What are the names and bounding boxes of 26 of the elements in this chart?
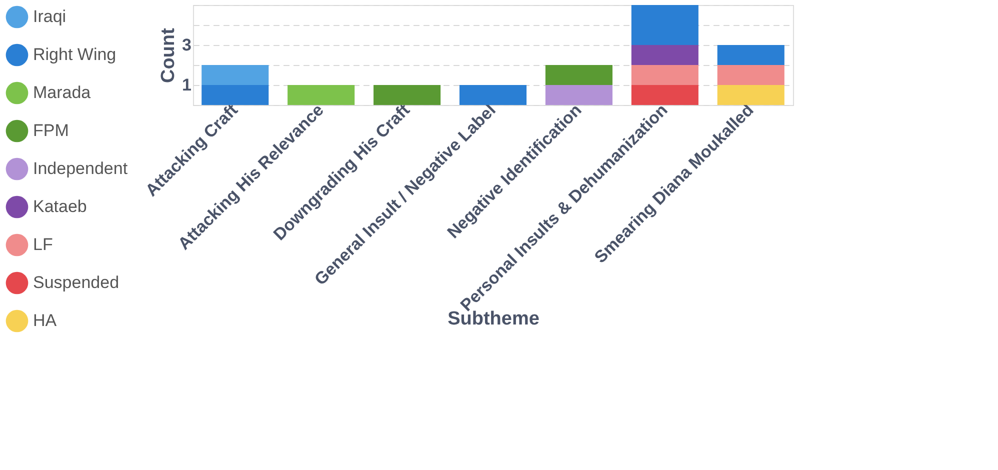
legend-label: Iraqi (33, 7, 66, 26)
bar (631, 45, 698, 65)
y-tick-label: 1 (182, 76, 192, 94)
legend-label: LF (33, 235, 53, 254)
legend-label: Marada (33, 83, 92, 102)
legend-label: Suspended (33, 273, 120, 292)
bar (202, 65, 269, 85)
legend-label: Kataeb (33, 197, 87, 216)
y-tick-label: 3 (182, 36, 192, 54)
legend-label: FPM (33, 121, 69, 140)
bar (717, 45, 784, 65)
bar (717, 85, 784, 105)
bar (202, 85, 269, 105)
bar (545, 85, 612, 105)
bar (459, 85, 527, 105)
bar (717, 65, 784, 85)
bar (288, 85, 355, 105)
y-axis-title: Count (158, 27, 180, 83)
bar (545, 65, 612, 85)
legend-label: Right Wing (33, 45, 116, 64)
bar (631, 85, 698, 105)
bar (374, 85, 441, 105)
legend-label: Independent (33, 159, 128, 178)
bar (631, 5, 698, 45)
bar (631, 65, 698, 85)
legend-label: HA (33, 311, 58, 330)
